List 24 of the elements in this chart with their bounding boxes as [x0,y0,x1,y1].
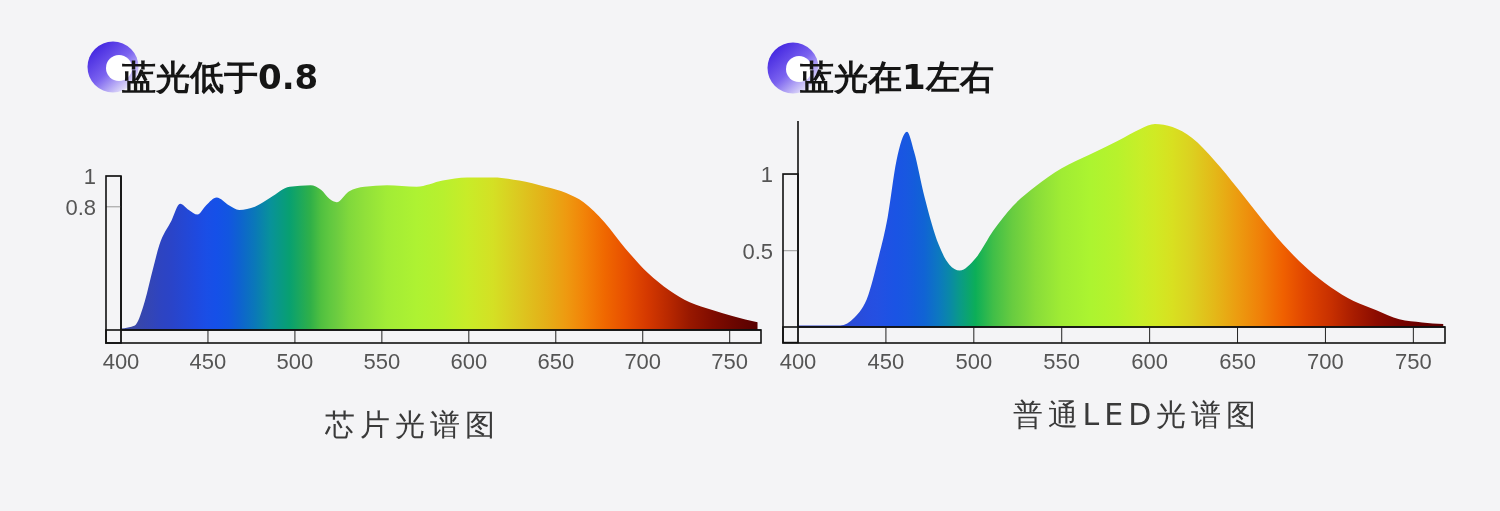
x-tick-label: 600 [450,348,488,374]
x-tick-label: 750 [1394,348,1432,374]
x-tick-label: 450 [189,348,227,374]
x-tick-label: 650 [537,348,575,374]
x-tick-label: 700 [1307,348,1344,374]
x-tick-label: 650 [1219,348,1256,374]
x-tick-label: 600 [1131,348,1168,374]
x-axis-title: 普通LED光谱图 [1011,397,1263,432]
y-tick-label: 1 [83,163,96,189]
chart-title: 蓝光低于0.8 [122,57,319,97]
y-tick-label: 1 [760,162,773,188]
x-tick-label: 400 [779,348,817,374]
chart-title: 蓝光在1左右 [800,57,994,97]
y-tick-label: 0.5 [742,238,773,264]
x-tick-label: 750 [711,348,749,374]
x-tick-label: 500 [955,348,993,374]
x-tick-label: 550 [1043,348,1081,374]
x-axis-title: 芯片光谱图 [323,407,501,442]
x-tick-label: 550 [363,348,401,374]
x-tick-label: 400 [102,348,140,374]
x-tick-label: 450 [867,348,905,374]
x-tick-label: 700 [624,348,662,374]
x-tick-label: 500 [276,348,314,374]
y-tick-label: 0.8 [65,194,96,220]
